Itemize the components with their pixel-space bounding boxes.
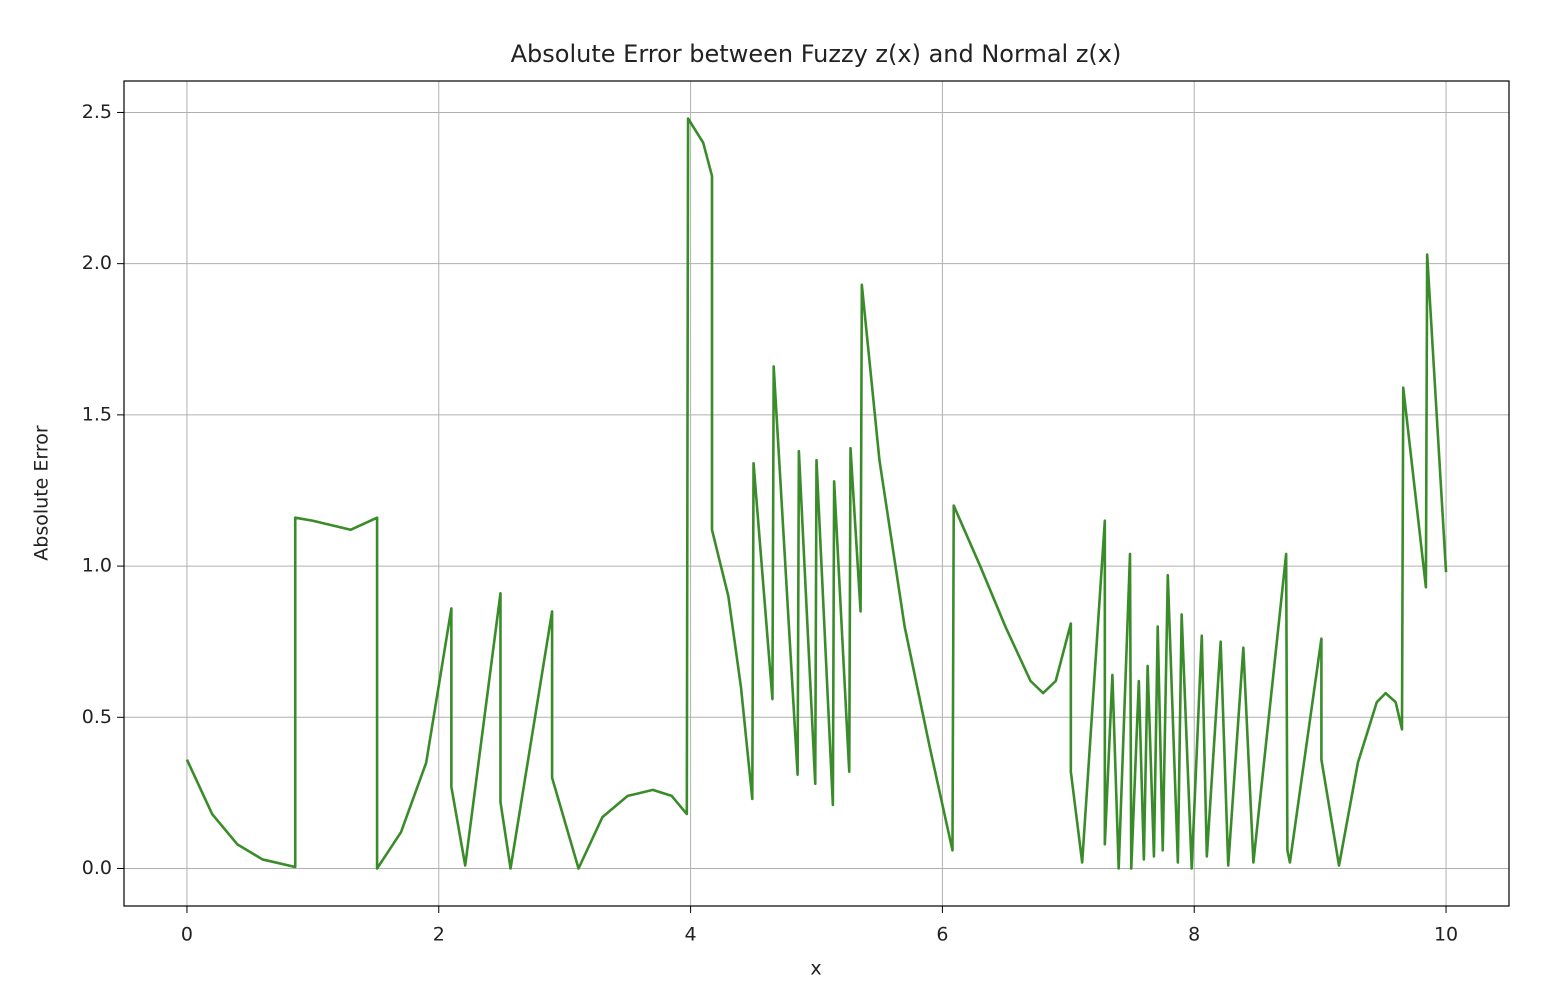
y-tick-label: 2.5 <box>82 101 112 123</box>
x-tick-label: 8 <box>1188 924 1200 946</box>
x-tick-label: 10 <box>1434 924 1458 946</box>
x-tick-label: 6 <box>936 924 948 946</box>
chart-title: Absolute Error between Fuzzy z(x) and No… <box>511 40 1122 68</box>
x-tick-label: 4 <box>685 924 697 946</box>
y-tick-label: 2.0 <box>82 252 112 274</box>
y-axis-label: Absolute Error <box>31 425 53 561</box>
x-axis-label: x <box>810 958 821 980</box>
y-tick-label: 0.5 <box>82 706 112 728</box>
x-tick-label: 2 <box>433 924 445 946</box>
x-tick-label: 0 <box>181 924 193 946</box>
y-tick-label: 0.0 <box>82 857 112 879</box>
y-tick-label: 1.0 <box>82 555 112 577</box>
data-line <box>185 117 1448 870</box>
plot-frame <box>123 80 1510 907</box>
y-tick-label: 1.5 <box>82 403 112 425</box>
